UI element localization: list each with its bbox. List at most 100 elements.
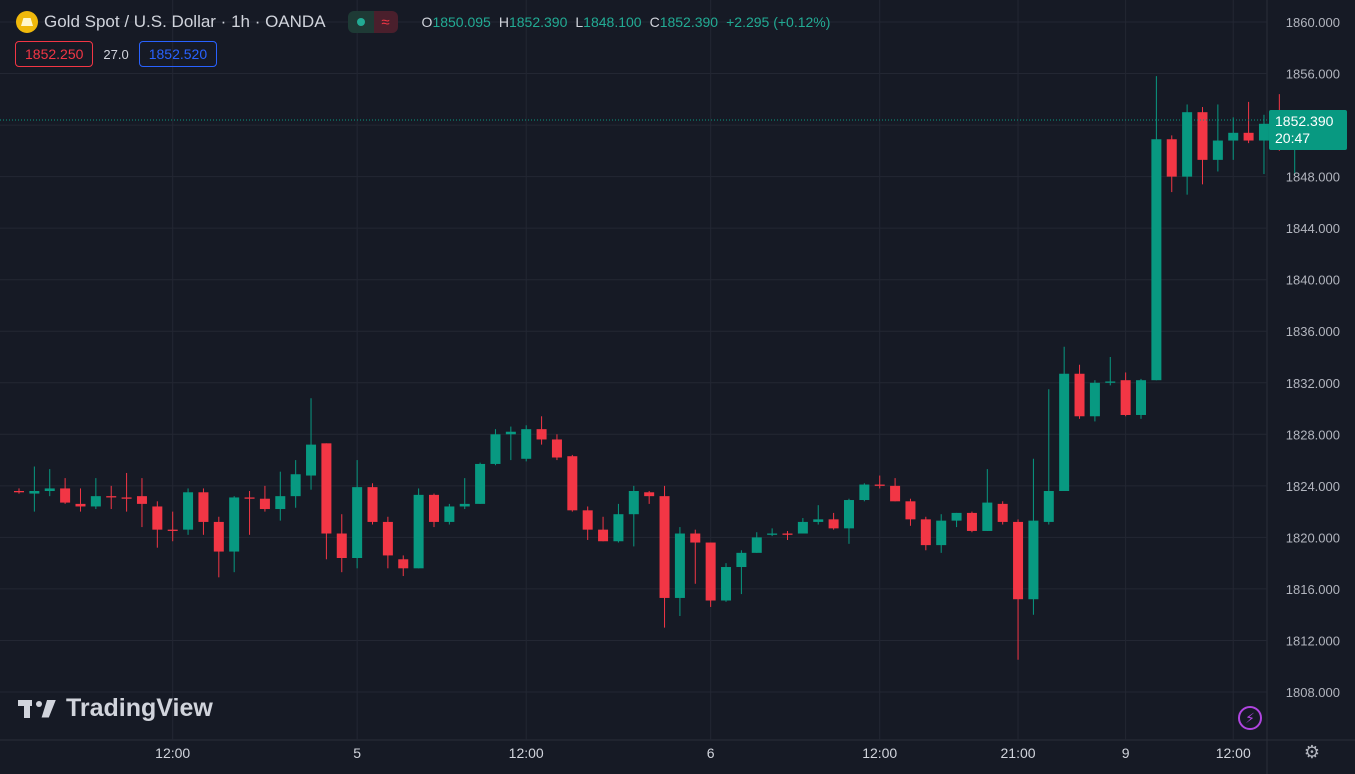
candle-body	[244, 497, 255, 499]
candle-body	[136, 496, 147, 504]
price-axis[interactable]: 1860.0001856.0001852.0001848.0001844.000…	[1286, 15, 1340, 700]
candle-up	[859, 483, 870, 502]
candle-up	[1228, 117, 1239, 160]
candle-up	[1043, 389, 1054, 525]
x-tick-label: 21:00	[1001, 745, 1036, 761]
x-tick-label: 5	[353, 745, 361, 761]
candle-down	[152, 501, 163, 548]
candle-body	[44, 488, 55, 491]
candle-body	[551, 439, 562, 458]
candle-up	[521, 425, 532, 462]
candle-up	[444, 503, 455, 525]
candle-down	[567, 454, 578, 512]
candle-body	[1089, 382, 1100, 417]
low-label: L	[575, 14, 584, 30]
wave-icon[interactable]: ≈	[373, 11, 398, 33]
tradingview-logo[interactable]: TradingView	[18, 694, 213, 723]
candle-down	[321, 443, 332, 560]
candle-body	[29, 491, 40, 494]
candle-body	[198, 492, 209, 522]
y-tick-label: 1816.000	[1286, 582, 1340, 597]
candles	[14, 76, 1300, 660]
candle-body	[598, 529, 609, 542]
candle-body	[997, 503, 1008, 522]
candle-up	[1028, 458, 1039, 615]
dot-indicator-icon[interactable]	[347, 11, 374, 33]
candle-body	[459, 503, 470, 507]
candle-body	[951, 512, 962, 521]
low-value: 1848.100	[583, 14, 642, 30]
candle-body	[843, 500, 854, 529]
candle-down	[75, 488, 86, 512]
candle-body	[121, 497, 132, 499]
sell-button[interactable]: 1852.250	[15, 41, 94, 67]
y-tick-label: 1860.000	[1286, 15, 1340, 30]
y-tick-label: 1828.000	[1286, 427, 1340, 442]
settings-icon[interactable]: ⚙	[1303, 741, 1321, 762]
candle-body	[259, 498, 270, 510]
candle-body	[521, 429, 532, 459]
candle-body	[275, 496, 286, 510]
x-tick-label: 12:00	[1216, 745, 1251, 761]
time-axis[interactable]: 12:00 5 12:00 6 12:00 21:00 9 12:00	[155, 745, 1251, 761]
candle-up	[1212, 104, 1223, 172]
candle-body	[813, 519, 824, 522]
candle-body	[475, 463, 486, 504]
candle-down	[551, 434, 562, 461]
candle-body	[628, 491, 639, 515]
candle-body	[567, 456, 578, 511]
candle-up	[1182, 104, 1193, 195]
candle-up	[306, 398, 317, 490]
symbol-header: Gold Spot / U.S. Dollar · 1h · OANDA ≈ O…	[16, 10, 830, 34]
candle-body	[966, 512, 977, 531]
indicator-toggle[interactable]: ≈	[347, 11, 398, 33]
y-tick-label: 1840.000	[1286, 273, 1340, 288]
candle-body	[1059, 373, 1070, 491]
candle-body	[644, 492, 655, 497]
candle-body	[290, 474, 301, 497]
candle-body	[1074, 373, 1085, 417]
candle-up	[736, 550, 747, 595]
candle-down	[336, 514, 347, 573]
candle-down	[367, 483, 378, 525]
candle-up	[475, 462, 486, 504]
candle-body	[382, 521, 393, 556]
candle-body	[336, 533, 347, 558]
candle-up	[229, 496, 240, 573]
candle-body	[920, 519, 931, 546]
candle-up	[505, 426, 516, 461]
lightning-icon[interactable]: ⚡	[1238, 706, 1262, 730]
candle-up	[1059, 346, 1070, 491]
x-tick-label: 12:00	[509, 745, 544, 761]
candle-body	[1228, 132, 1239, 141]
buy-button[interactable]: 1852.520	[138, 41, 218, 67]
candle-down	[874, 475, 885, 489]
gold-symbol-icon	[16, 11, 38, 33]
candle-body	[1120, 380, 1131, 415]
y-tick-label: 1844.000	[1286, 221, 1340, 236]
candle-down	[106, 485, 117, 510]
candle-down	[997, 501, 1008, 525]
candle-body	[1105, 381, 1116, 383]
candle-body	[659, 496, 670, 598]
candle-down	[259, 485, 270, 512]
candle-down	[644, 491, 655, 504]
candle-down	[582, 506, 593, 540]
candle-down	[198, 488, 209, 535]
candle-body	[721, 567, 732, 601]
high-value: 1852.390	[508, 14, 568, 30]
candle-body	[1043, 491, 1054, 522]
candle-up	[813, 505, 824, 525]
candle-body	[797, 521, 808, 534]
candle-down	[1074, 364, 1085, 419]
symbol-title[interactable]: Gold Spot / U.S. Dollar · 1h · OANDA	[44, 12, 326, 31]
candle-up	[1105, 357, 1116, 386]
x-tick-label: 6	[707, 745, 715, 761]
close-value: 1852.390	[659, 14, 719, 30]
y-tick-label: 1836.000	[1286, 324, 1340, 339]
candle-up	[352, 460, 363, 569]
y-tick-label: 1856.000	[1286, 67, 1340, 82]
open-label: O	[421, 14, 433, 30]
candle-body	[352, 487, 363, 558]
